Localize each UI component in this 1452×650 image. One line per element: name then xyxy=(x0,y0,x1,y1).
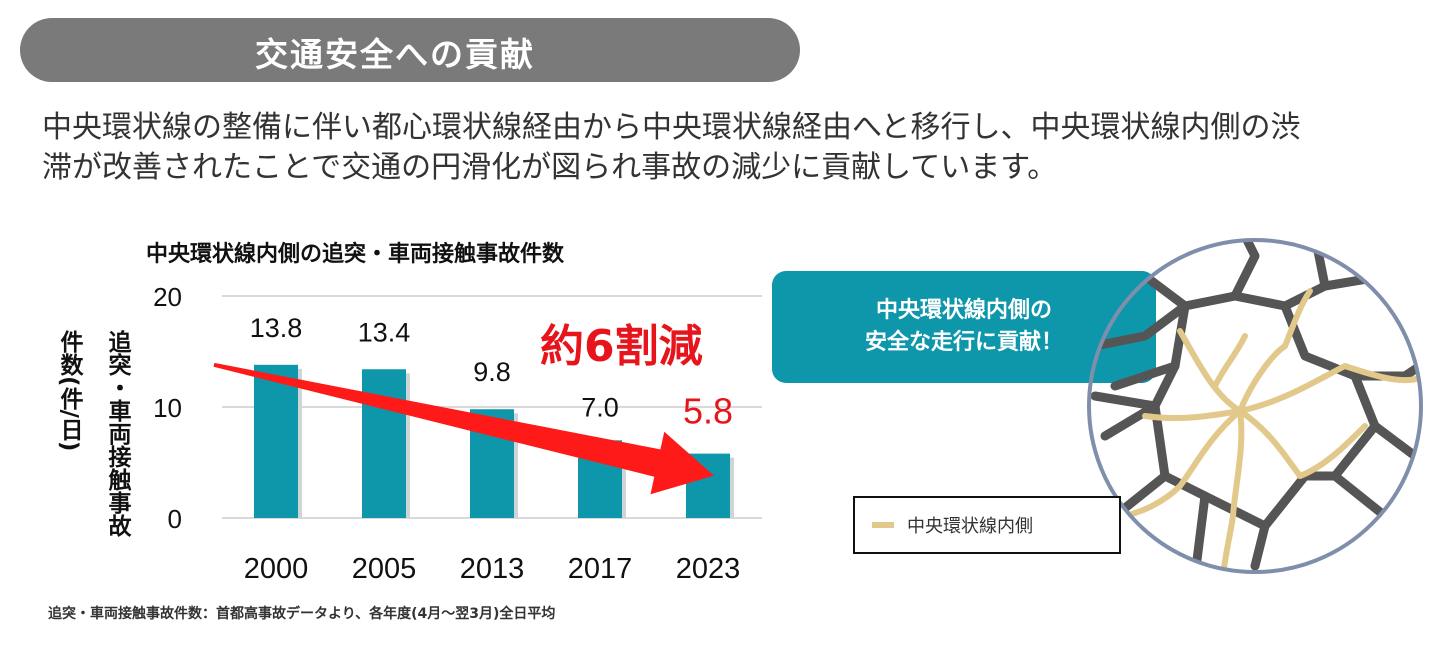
trend-arrow xyxy=(213,362,714,495)
bar-value-label: 13.8 xyxy=(250,313,303,343)
y-axis-label: 追突・車両接触事故 件数(件/日) xyxy=(48,330,138,540)
bar-value-label: 9.8 xyxy=(473,357,511,387)
source-note: 追突・車両接触事故件数：首都高事故データより、各年度(4月～翌3月)全日平均 xyxy=(48,606,556,622)
y-axis-label-line-1: 追突・車両接触事故 xyxy=(104,330,130,537)
map-border-circle xyxy=(1087,238,1423,574)
bar-value-label: 13.4 xyxy=(358,317,411,347)
reduction-annotation: 約6割減 xyxy=(540,321,703,372)
legend-label: 中央環状線内側 xyxy=(907,516,1033,537)
x-tick-label: 2017 xyxy=(568,553,633,585)
y-tick-label: 0 xyxy=(168,504,182,534)
x-tick-label: 2023 xyxy=(676,553,741,585)
bar xyxy=(254,364,298,518)
callout-line-1: 中央環状線内側の xyxy=(875,298,1052,323)
bar-chart: 0 10 20 13.8 13.4 9.8 7.0 5.8 2000 2005 2013 2017 20… xyxy=(153,282,762,585)
bar xyxy=(362,369,406,518)
safety-callout: 中央環状線内側の 安全な走行に貢献！ xyxy=(772,271,1156,383)
bar-value-label: 5.8 xyxy=(683,391,733,432)
intro-line-2: 滞が改善されたことで交通の円滑化が図られ事故の減少に貢献しています。 xyxy=(42,150,1058,185)
y-tick-label: 20 xyxy=(153,282,182,312)
y-tick-label: 10 xyxy=(153,393,182,423)
callout-line-2: 安全な走行に貢献！ xyxy=(864,330,1063,355)
y-axis-label-line-2: 件数(件/日) xyxy=(56,330,82,452)
intro-text: 中央環状線の整備に伴い都心環状線経由から中央環状線経由へと移行し、中央環状線内側… xyxy=(42,108,1442,188)
x-tick-label: 2013 xyxy=(460,553,525,585)
x-tick-label: 2005 xyxy=(352,553,417,585)
route-map xyxy=(1087,238,1423,574)
section-title: 交通安全への貢献 xyxy=(255,35,535,74)
map-legend: 中央環状線内側 xyxy=(853,496,1121,554)
legend-swatch xyxy=(872,522,894,528)
section-header: 交通安全への貢献 xyxy=(20,18,800,82)
chart-title: 中央環状線内側の追突・車両接触事故件数 xyxy=(146,242,565,267)
x-tick-label: 2000 xyxy=(244,553,309,585)
bar-value-label: 7.0 xyxy=(581,392,619,422)
intro-line-1: 中央環状線の整備に伴い都心環状線経由から中央環状線経由へと移行し、中央環状線内側… xyxy=(42,110,1301,145)
